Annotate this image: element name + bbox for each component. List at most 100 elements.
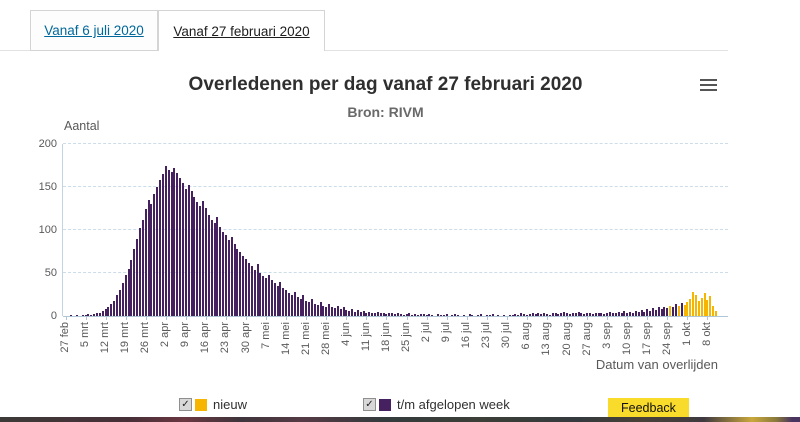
x-tick-label: 20 aug	[560, 322, 573, 356]
x-tick-label: 30 jul	[500, 322, 513, 349]
bar	[187, 185, 190, 316]
x-tick-mark	[466, 316, 468, 320]
bar	[588, 313, 591, 316]
bar	[351, 309, 354, 316]
bar	[219, 226, 222, 316]
bar	[425, 315, 428, 316]
chart-context-menu-icon[interactable]	[700, 79, 717, 92]
tab-vanaf-6-juli[interactable]: Vanaf 6 juli 2020	[30, 10, 158, 51]
x-tick-label: 26 mrt	[139, 322, 152, 354]
checkbox-tm-afgelopen-week[interactable]: ✓	[363, 398, 376, 411]
bar	[600, 313, 603, 316]
bar	[548, 315, 551, 316]
x-tick-label: 23 apr	[219, 322, 232, 354]
bar	[322, 305, 325, 316]
bar	[316, 304, 319, 316]
bar	[339, 309, 342, 316]
bar	[270, 279, 273, 316]
bar	[333, 308, 336, 316]
x-tick-mark	[506, 316, 508, 320]
bar	[365, 312, 368, 316]
x-tick-mark	[65, 316, 67, 320]
x-tick-label: 27 aug	[580, 322, 593, 356]
feedback-button[interactable]: Feedback	[608, 398, 689, 419]
bar	[98, 312, 101, 316]
bar	[239, 252, 242, 316]
tab-vanaf-27-februari[interactable]: Vanaf 27 februari 2020	[158, 10, 325, 51]
bar	[637, 311, 640, 316]
x-tick-label: 28 mei	[319, 322, 332, 356]
bar	[568, 314, 571, 316]
bar	[331, 307, 334, 316]
x-tick-label: 17 sep	[640, 322, 653, 356]
chart-subtitle: Bron: RIVM	[347, 104, 424, 120]
bar	[511, 315, 514, 316]
bar	[70, 315, 73, 316]
bar	[543, 313, 546, 316]
bar	[660, 309, 663, 316]
checkbox-nieuw[interactable]: ✓	[179, 398, 192, 411]
legend-item-nieuw[interactable]: ✓ nieuw	[179, 397, 247, 412]
x-tick-mark	[145, 316, 147, 320]
bar	[233, 243, 236, 316]
next-section-edge	[0, 417, 800, 422]
bar	[288, 292, 291, 316]
gridline	[63, 272, 728, 273]
bar	[631, 312, 634, 316]
x-tick-label: 9 apr	[179, 322, 192, 348]
x-tick-mark	[607, 316, 609, 320]
bar	[265, 278, 268, 316]
x-tick-label: 30 apr	[239, 322, 252, 354]
x-tick-label: 10 sep	[620, 322, 633, 356]
x-tick-mark	[526, 316, 528, 320]
bar	[672, 307, 675, 316]
bar	[488, 315, 491, 316]
x-tick-mark	[386, 316, 388, 320]
bar	[90, 315, 93, 316]
legend-label[interactable]: nieuw	[213, 397, 247, 412]
bar	[182, 182, 184, 316]
bar	[417, 315, 420, 316]
bar	[230, 236, 233, 316]
bar	[534, 314, 537, 316]
bar	[520, 313, 523, 316]
bar	[517, 315, 520, 316]
bar	[167, 169, 170, 316]
tab-bar-divider	[0, 50, 728, 51]
x-tick-label: 8 okt	[700, 322, 713, 346]
bar	[245, 259, 248, 316]
bar	[399, 314, 402, 316]
bar	[623, 310, 626, 316]
bar	[305, 300, 308, 316]
legend-swatch-tm-afgelopen-week	[379, 398, 391, 411]
tab-label[interactable]: Vanaf 27 februari 2020	[173, 23, 310, 39]
y-tick-label: 200	[38, 138, 57, 150]
x-tick-label: 25 jun	[400, 322, 413, 352]
x-tick-mark	[85, 316, 87, 320]
bar	[566, 313, 569, 316]
x-tick-label: 2 jul	[420, 322, 433, 343]
bar	[545, 314, 548, 316]
y-tick-label: 100	[38, 224, 57, 236]
bar	[597, 312, 600, 316]
x-tick-label: 14 mei	[279, 322, 292, 356]
x-tick-label: 19 mrt	[119, 322, 132, 354]
legend-item-tm-afgelopen-week[interactable]: ✓ t/m afgelopen week	[363, 397, 510, 412]
bar	[259, 273, 262, 316]
tab-label[interactable]: Vanaf 6 juli 2020	[44, 23, 144, 38]
bar	[502, 315, 505, 316]
bar	[706, 299, 709, 316]
bar	[193, 197, 196, 316]
bar	[649, 310, 652, 316]
bar	[442, 315, 445, 316]
x-tick-label: 16 jul	[460, 322, 473, 349]
bar	[523, 314, 526, 316]
bar	[617, 311, 620, 316]
bar	[356, 309, 359, 316]
bar	[657, 307, 660, 316]
x-tick-label: 23 jul	[480, 322, 493, 349]
legend-label[interactable]: t/m afgelopen week	[397, 397, 510, 412]
bar	[262, 276, 265, 316]
bar	[75, 315, 78, 316]
